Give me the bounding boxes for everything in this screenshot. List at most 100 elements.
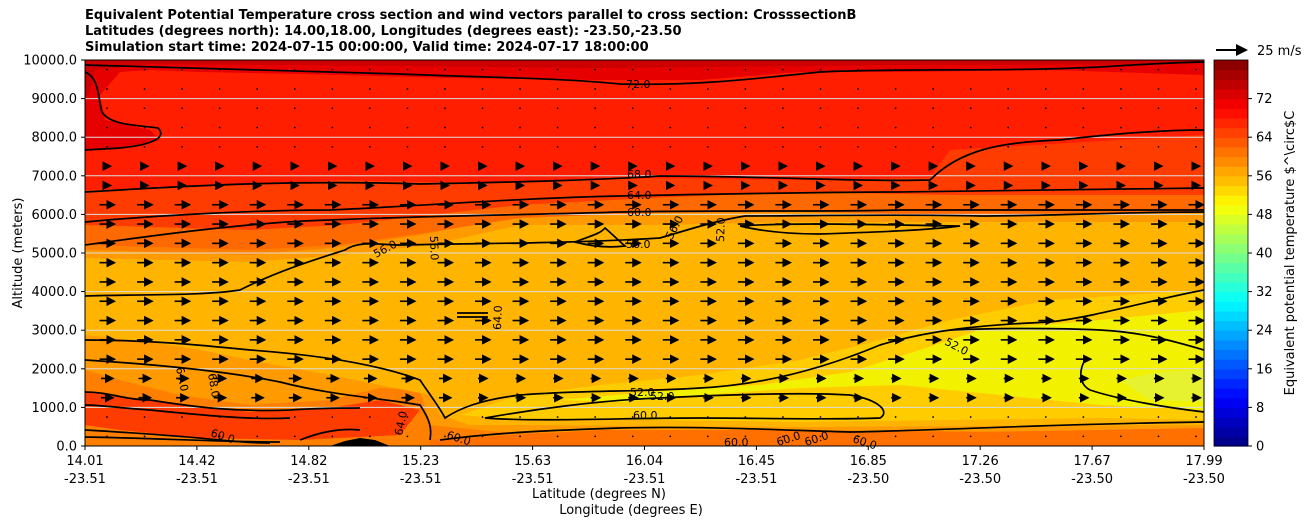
y-tick-label: 1000.0 [32, 401, 78, 416]
wind-vector [181, 416, 184, 418]
wind-vector [744, 126, 747, 129]
wind-vector [1157, 416, 1160, 418]
colorbar-tick-label: 8 [1256, 401, 1264, 416]
colorbar-band [1214, 262, 1248, 273]
fill-layer-yellow [560, 310, 1204, 410]
wind-vector [106, 88, 108, 90]
wind-vector [293, 145, 296, 148]
wind-vector [293, 416, 296, 418]
contour-label: 64.0 [491, 305, 505, 330]
wind-vector [631, 145, 634, 148]
wind-vector [406, 145, 409, 148]
wind-vector [1007, 68, 1010, 71]
wind-vector [1044, 68, 1047, 71]
y-axis-label: Altitude (meters) [11, 198, 26, 309]
wind-vector [181, 68, 184, 71]
wind-vector [556, 88, 559, 90]
x-tick-label-latitude: 17.26 [962, 454, 999, 469]
colorbar-band [1214, 253, 1248, 264]
colorbar-band [1214, 281, 1248, 293]
colorbar-band [1214, 69, 1248, 80]
wind-vector [669, 145, 672, 148]
y-tick-label: 2000.0 [32, 362, 78, 377]
wind-vector [143, 126, 146, 129]
wind-vector [106, 416, 108, 418]
wind-vector [782, 68, 784, 71]
wind-vector [594, 126, 597, 129]
colorbar-band [1214, 137, 1248, 148]
colorbar-band [1214, 359, 1248, 370]
wind-vector [106, 68, 108, 71]
wind-vector [218, 416, 221, 418]
wind-vector [1044, 416, 1047, 418]
wind-vector [1082, 126, 1085, 129]
wind-vector [519, 68, 521, 71]
wind-vector [857, 416, 859, 418]
wind-vector [218, 435, 221, 438]
fill-layer-yellow-green [1120, 370, 1204, 402]
contour-line-64-lower [85, 391, 361, 420]
contour-line-68 [85, 129, 1204, 193]
wind-vector [481, 107, 484, 110]
wind-vector [894, 435, 897, 438]
wind-vector [1157, 88, 1160, 90]
wind-vector [1044, 88, 1047, 90]
wind-vector [594, 68, 597, 71]
wind-vector [368, 88, 371, 90]
wind-vector [894, 68, 897, 71]
wind-vector [181, 107, 184, 110]
colorbar-band [1214, 224, 1248, 235]
wind-vector [969, 107, 972, 110]
wind-vector [1007, 126, 1010, 129]
x-tick-label-latitude: 15.23 [402, 454, 439, 469]
wind-vector [256, 145, 259, 148]
wind-vector [181, 145, 184, 148]
colorbar-band [1214, 320, 1248, 331]
wind-vector [368, 126, 371, 129]
x-tick-label-longitude: -23.50 [847, 472, 889, 487]
colorbar-band [1214, 388, 1248, 399]
colorbar-band [1214, 175, 1248, 187]
wind-vector [1195, 145, 1197, 148]
colorbar-tick-label: 16 [1256, 362, 1273, 377]
wind-vector [1082, 145, 1085, 148]
colorbar-tick-label: 40 [1256, 247, 1273, 262]
colorbar-band [1214, 339, 1248, 351]
wind-vector [857, 88, 859, 90]
wind-vector [444, 435, 446, 438]
colorbar-tick-label: 72 [1256, 92, 1273, 107]
wind-vector [819, 145, 822, 148]
colorbar-label: Equivalent potential temperature $^\circ… [1283, 111, 1298, 396]
fill-layer-darkred [85, 60, 1204, 100]
x-tick-label-latitude: 16.04 [626, 454, 663, 469]
colorbar: 0 8 16 24 32 40 48 56 64 72 [1214, 60, 1273, 455]
wind-vector [368, 416, 371, 418]
wind-vector [556, 145, 559, 148]
wind-vector [143, 88, 146, 90]
wind-vector [1007, 88, 1010, 90]
wind-vector [594, 416, 597, 418]
wind-vector [143, 107, 146, 110]
wind-vector [293, 435, 296, 438]
wind-vector [1157, 107, 1160, 110]
colorbar-tick-label: 48 [1256, 208, 1273, 223]
colorbar-band [1214, 378, 1248, 389]
wind-vector [481, 145, 484, 148]
wind-vector [256, 68, 259, 71]
contour-label: 56.0 [427, 236, 441, 261]
wind-vector [631, 107, 634, 110]
wind-vector [406, 416, 409, 418]
wind-vector [519, 435, 521, 438]
wind-vector [218, 107, 221, 110]
contour-line-72-lobe [85, 71, 162, 151]
colorbar-band [1214, 88, 1248, 100]
wind-vector [819, 416, 822, 418]
wind-vector [519, 107, 521, 110]
wind-vector [706, 145, 709, 148]
wind-vector [1082, 107, 1085, 110]
wind-vector [556, 435, 559, 438]
wind-vector [444, 145, 446, 148]
wind-vector [1195, 107, 1197, 110]
contour-line-64 [85, 187, 1204, 223]
